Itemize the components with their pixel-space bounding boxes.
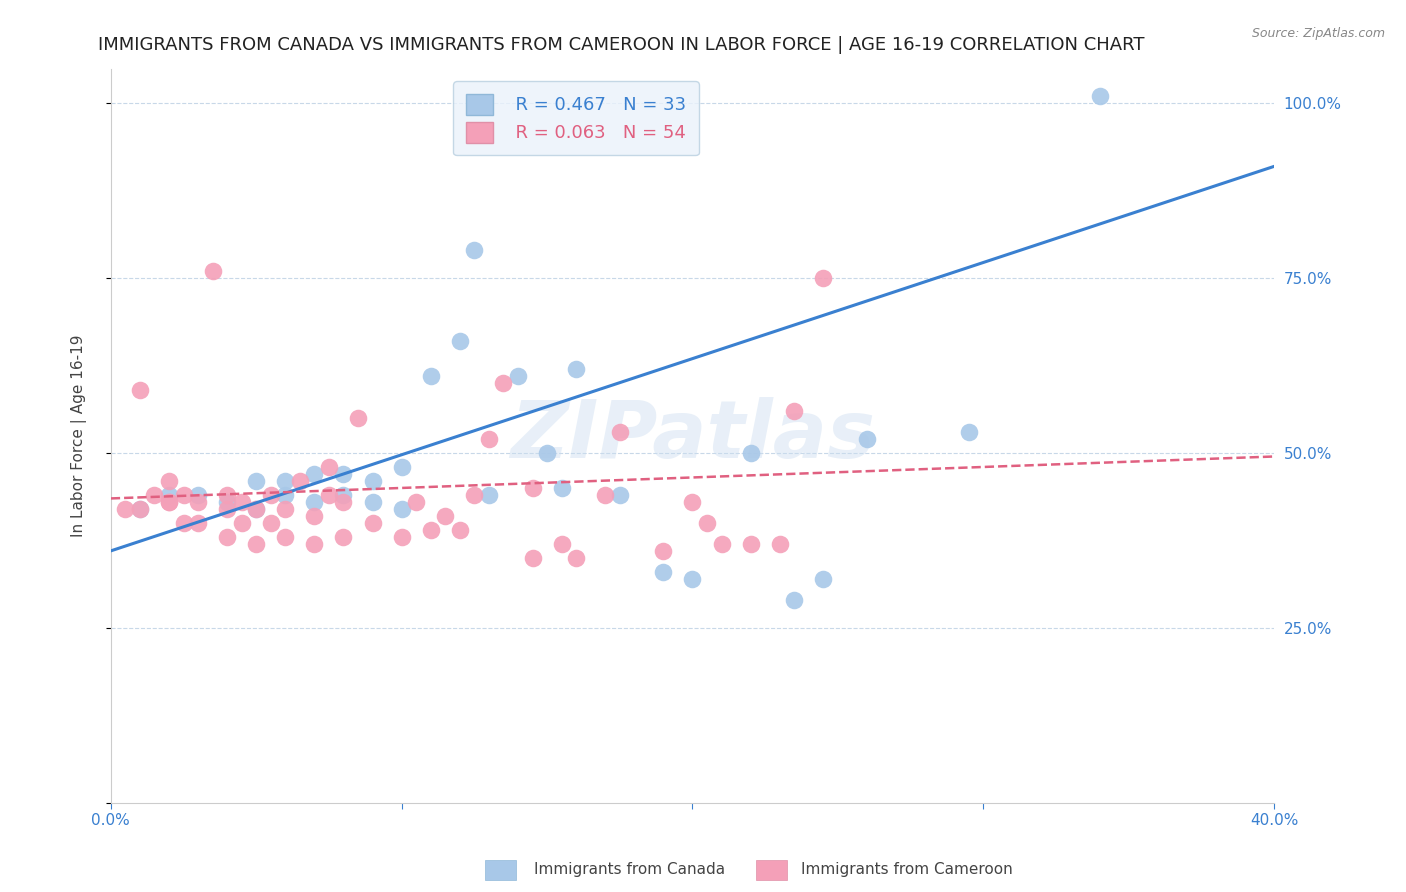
Point bbox=[593, 488, 616, 502]
Point bbox=[813, 271, 835, 285]
Point bbox=[391, 530, 413, 544]
Point bbox=[522, 550, 544, 565]
Point bbox=[304, 508, 326, 523]
Point bbox=[217, 502, 239, 516]
Point bbox=[201, 264, 224, 278]
Point bbox=[419, 369, 441, 384]
Point bbox=[318, 488, 340, 502]
Point bbox=[522, 481, 544, 495]
Point bbox=[332, 467, 354, 481]
Point bbox=[609, 425, 631, 439]
Point bbox=[129, 502, 152, 516]
Point bbox=[245, 502, 267, 516]
Point bbox=[129, 383, 152, 397]
Point bbox=[783, 592, 806, 607]
Point bbox=[332, 495, 354, 509]
Point bbox=[245, 537, 267, 551]
Point bbox=[129, 502, 152, 516]
Point bbox=[449, 334, 471, 348]
Point bbox=[157, 495, 180, 509]
Point bbox=[245, 474, 267, 488]
Point bbox=[652, 544, 675, 558]
Point bbox=[260, 516, 283, 530]
Text: ZIPatlas: ZIPatlas bbox=[510, 397, 875, 475]
Point bbox=[173, 488, 195, 502]
Point bbox=[783, 404, 806, 418]
Point bbox=[114, 502, 136, 516]
Point bbox=[565, 362, 588, 376]
Point bbox=[609, 488, 631, 502]
Point bbox=[187, 495, 209, 509]
Point bbox=[391, 460, 413, 475]
Point bbox=[318, 460, 340, 475]
Point bbox=[288, 474, 311, 488]
Point bbox=[187, 516, 209, 530]
Point bbox=[652, 565, 675, 579]
Point bbox=[274, 488, 297, 502]
Point bbox=[405, 495, 427, 509]
Point bbox=[217, 530, 239, 544]
Point bbox=[506, 369, 529, 384]
Legend:   R = 0.467   N = 33,   R = 0.063   N = 54: R = 0.467 N = 33, R = 0.063 N = 54 bbox=[454, 81, 699, 155]
Text: Immigrants from Cameroon: Immigrants from Cameroon bbox=[801, 863, 1014, 877]
Point bbox=[157, 488, 180, 502]
Point bbox=[419, 523, 441, 537]
Point bbox=[449, 523, 471, 537]
Point bbox=[304, 537, 326, 551]
Point bbox=[157, 495, 180, 509]
Point bbox=[260, 488, 283, 502]
Text: IMMIGRANTS FROM CANADA VS IMMIGRANTS FROM CAMEROON IN LABOR FORCE | AGE 16-19 CO: IMMIGRANTS FROM CANADA VS IMMIGRANTS FRO… bbox=[98, 36, 1144, 54]
Point bbox=[478, 432, 501, 446]
Point bbox=[332, 530, 354, 544]
Point bbox=[157, 474, 180, 488]
Point bbox=[231, 516, 253, 530]
Point bbox=[361, 495, 384, 509]
Point bbox=[304, 467, 326, 481]
Point bbox=[710, 537, 733, 551]
Point bbox=[347, 411, 370, 425]
Point bbox=[682, 495, 704, 509]
Point bbox=[217, 495, 239, 509]
Point bbox=[332, 488, 354, 502]
Point bbox=[550, 537, 572, 551]
Point bbox=[361, 474, 384, 488]
Point bbox=[143, 488, 166, 502]
Point bbox=[231, 495, 253, 509]
Point bbox=[813, 572, 835, 586]
Text: Immigrants from Canada: Immigrants from Canada bbox=[534, 863, 725, 877]
Point bbox=[274, 502, 297, 516]
Point bbox=[463, 244, 485, 258]
Point bbox=[696, 516, 718, 530]
Point bbox=[682, 572, 704, 586]
Point bbox=[565, 550, 588, 565]
Point bbox=[478, 488, 501, 502]
Point bbox=[550, 481, 572, 495]
Point bbox=[391, 502, 413, 516]
Point bbox=[361, 516, 384, 530]
Text: Source: ZipAtlas.com: Source: ZipAtlas.com bbox=[1251, 27, 1385, 40]
Point bbox=[274, 474, 297, 488]
Point bbox=[536, 446, 558, 460]
Point bbox=[856, 432, 879, 446]
Point bbox=[740, 446, 762, 460]
Point bbox=[304, 495, 326, 509]
Point bbox=[1088, 89, 1111, 103]
Point bbox=[434, 508, 457, 523]
Point bbox=[245, 502, 267, 516]
Point bbox=[463, 488, 485, 502]
Y-axis label: In Labor Force | Age 16-19: In Labor Force | Age 16-19 bbox=[72, 334, 87, 537]
Point bbox=[740, 537, 762, 551]
Point bbox=[957, 425, 980, 439]
Point bbox=[769, 537, 792, 551]
Point bbox=[492, 376, 515, 390]
Point bbox=[173, 516, 195, 530]
Point bbox=[187, 488, 209, 502]
Point bbox=[274, 530, 297, 544]
Point bbox=[217, 488, 239, 502]
